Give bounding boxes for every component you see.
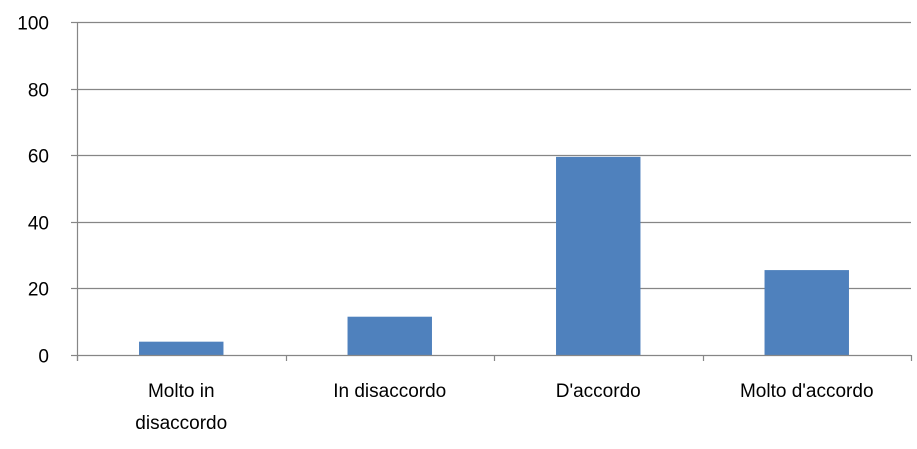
x-tick-label-line: In disaccordo [333,381,446,402]
y-tick-label: 40 [28,214,49,235]
x-tick-label-line: D'accordo [556,381,641,402]
axes [71,21,913,361]
gridlines [77,21,911,290]
bar [764,270,849,355]
bar [556,156,641,355]
x-tick-label: D'accordo [556,381,641,402]
y-tick-label: 20 [28,280,49,301]
x-tick-label-line: disaccordo [135,413,227,434]
x-tick-label: In disaccordo [333,381,446,402]
y-tick-label: 60 [28,147,49,168]
y-tick-label: 80 [28,81,49,102]
x-tick-label-line: Molto d'accordo [740,381,874,402]
bar [139,341,224,355]
bar [347,316,432,355]
y-tick-label: 0 [38,347,49,368]
bars [139,156,849,355]
x-tick-label: Molto in disaccordo [135,381,227,434]
y-tick-labels: 0 20 40 60 80 100 [17,14,49,368]
y-tick-label: 100 [17,14,49,35]
x-tick-labels: Molto in disaccordo In disaccordo D'accordo… [135,381,873,434]
x-tick-label-line: Molto in [148,381,215,402]
x-tick-label: Molto d'accordo [740,381,874,402]
